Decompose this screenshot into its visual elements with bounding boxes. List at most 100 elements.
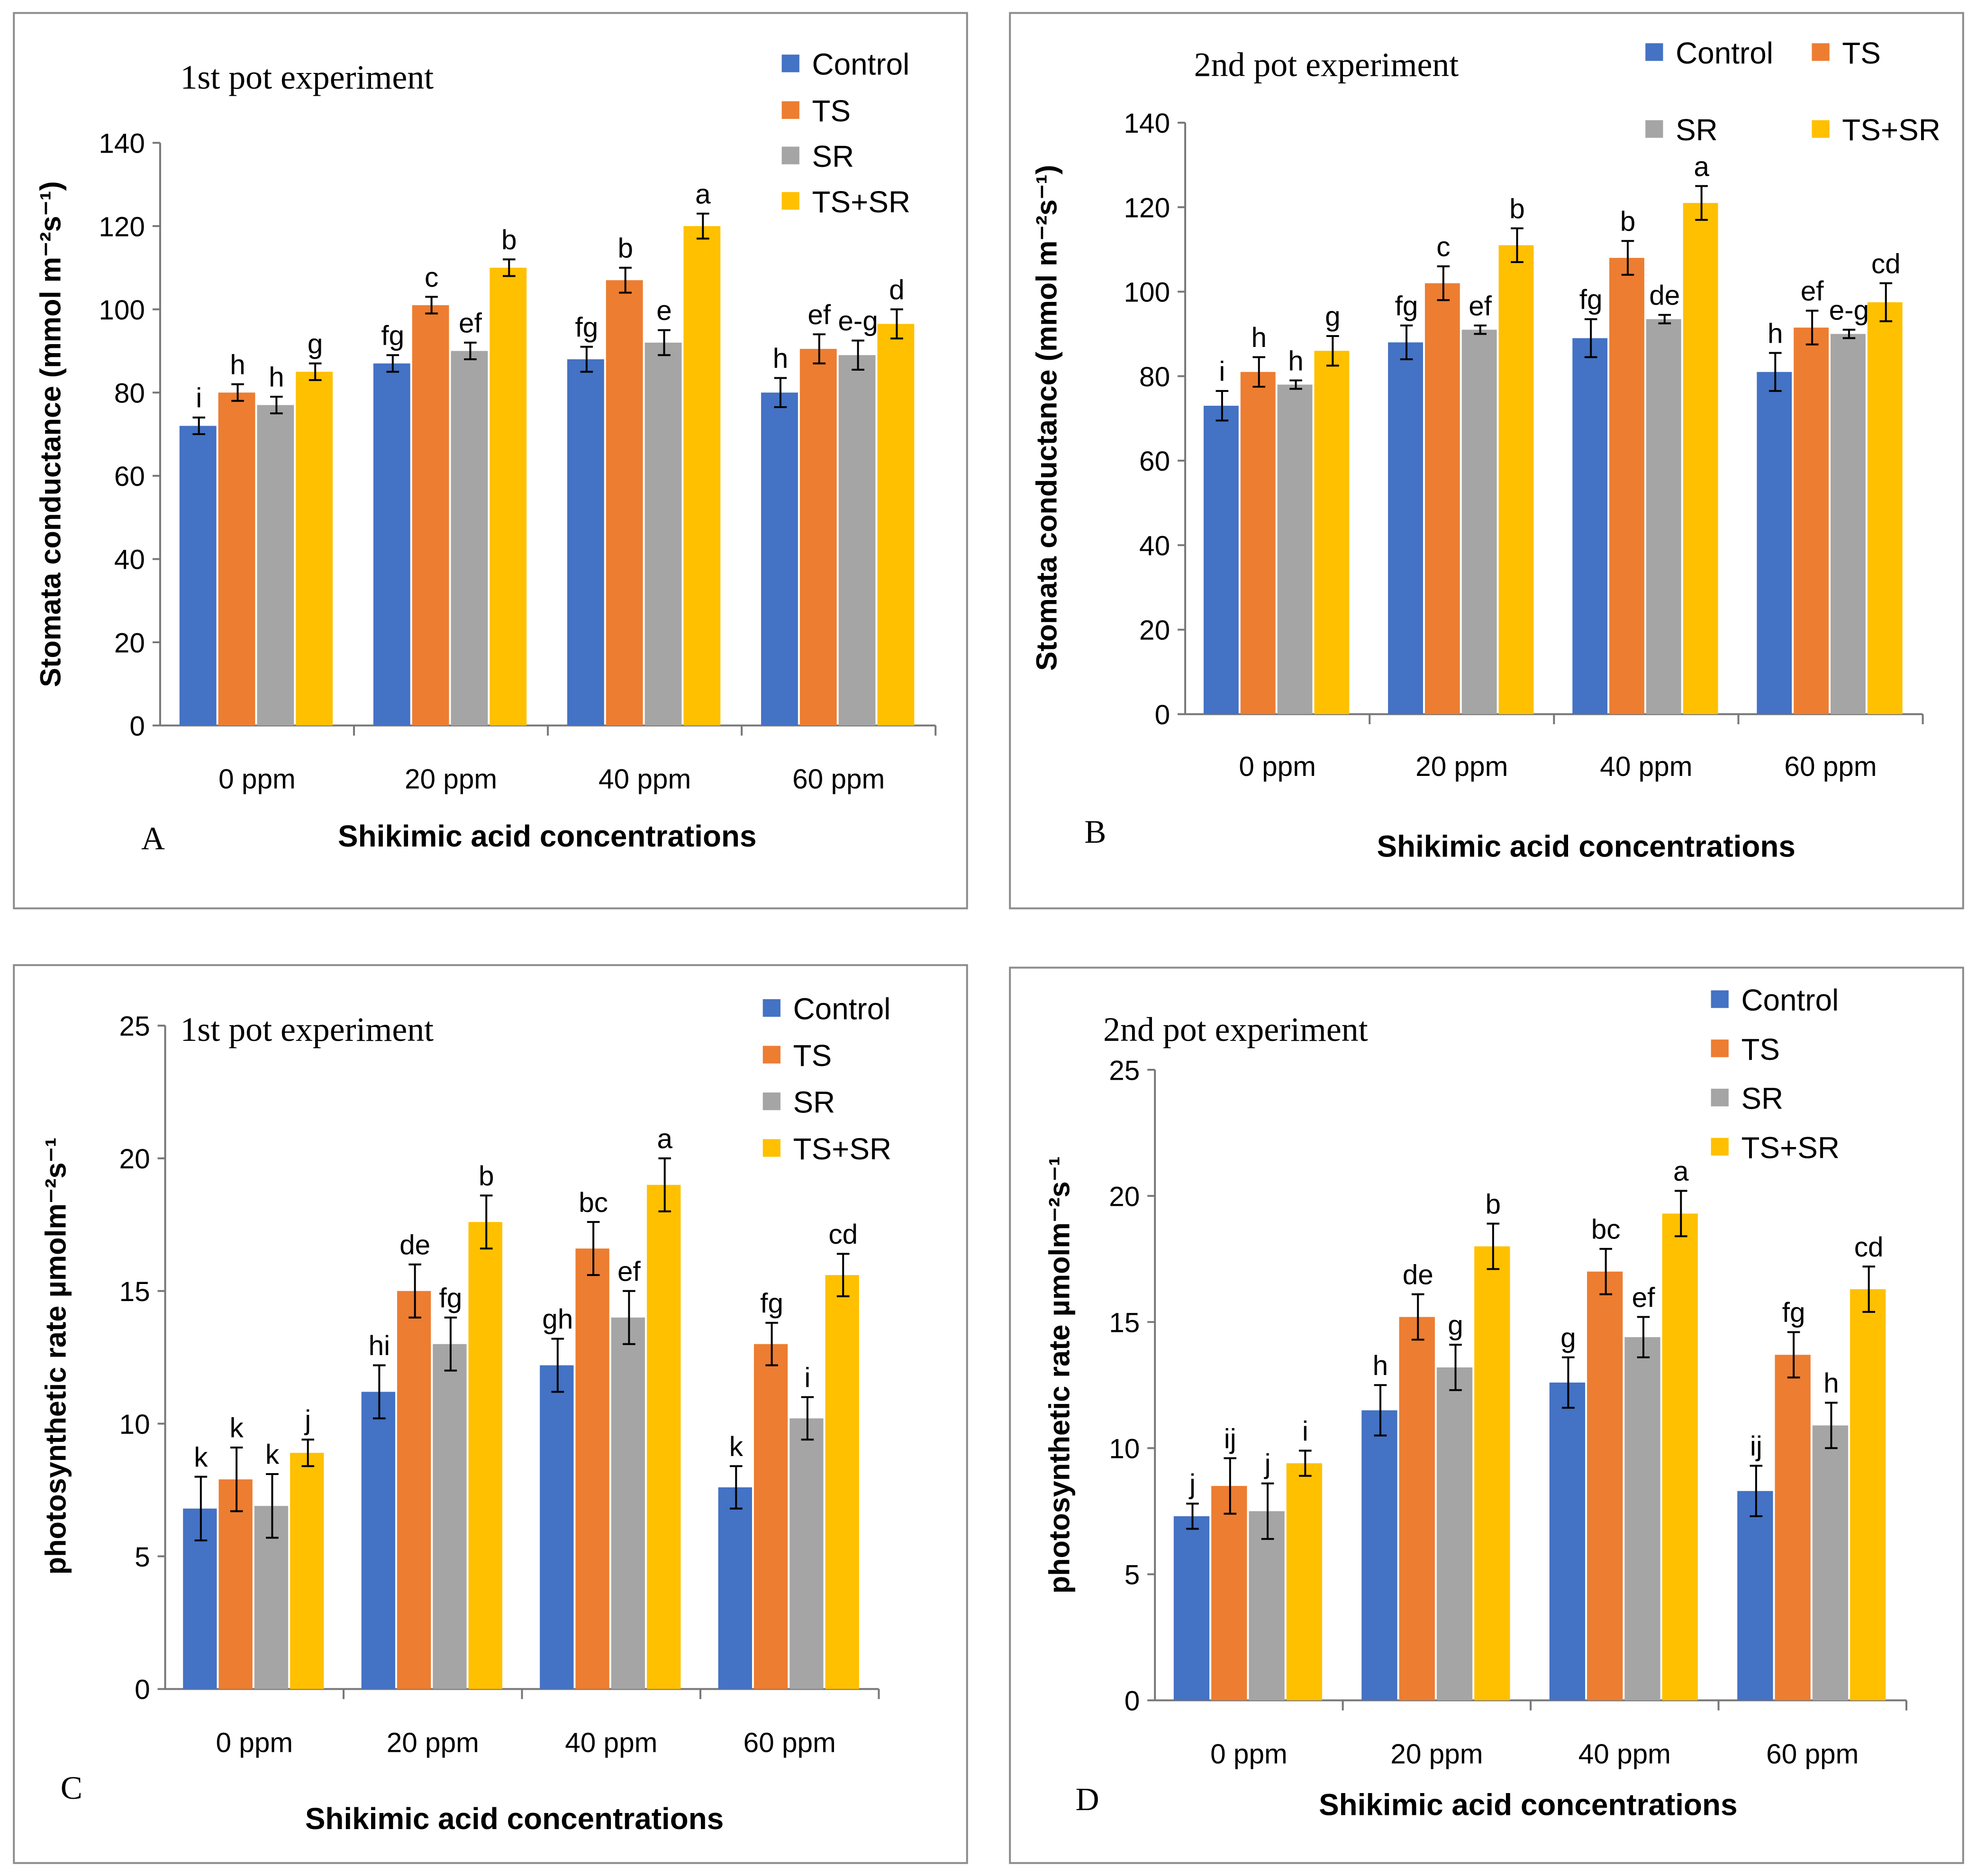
chart-title: 1st pot experiment xyxy=(180,58,434,96)
legend-swatch-control xyxy=(781,55,799,73)
y-axis-title: photosynthetic rate µmolm⁻²s⁻¹ xyxy=(39,1138,72,1575)
significance-letter: fg xyxy=(1782,1297,1805,1328)
x-tick-label: 20 ppm xyxy=(1415,751,1508,782)
significance-letter: d xyxy=(889,274,905,305)
legend-swatch-control xyxy=(762,999,780,1017)
legend-swatch-sr xyxy=(781,146,799,164)
legend-swatch-control xyxy=(1711,990,1729,1008)
legend-label: Control xyxy=(1741,983,1839,1017)
y-tick-label: 120 xyxy=(99,211,145,242)
bar-control-40-ppm xyxy=(567,359,604,726)
significance-letter: b xyxy=(1486,1189,1501,1220)
bar-ts-sr-60-ppm xyxy=(877,324,915,726)
legend-swatch-ts xyxy=(1711,1039,1729,1057)
significance-letter: gh xyxy=(542,1304,573,1335)
significance-letter: b xyxy=(501,225,517,255)
y-tick-label: 15 xyxy=(1109,1307,1140,1338)
bar-sr-20-ppm xyxy=(451,351,488,726)
bar-ts-sr-20-ppm xyxy=(490,267,527,726)
bar-ts-sr-60-ppm xyxy=(825,1275,859,1689)
y-axis-title: Stomata conductance (mmol m⁻²s⁻¹) xyxy=(1031,165,1063,671)
y-tick-label: 15 xyxy=(119,1276,150,1307)
significance-letter: b xyxy=(617,233,633,264)
legend-swatch-ts xyxy=(762,1046,780,1064)
significance-letter: a xyxy=(695,179,711,209)
legend-swatch-ts xyxy=(781,101,799,119)
significance-letter: i xyxy=(1219,356,1225,387)
panel-label: A xyxy=(141,820,165,856)
y-tick-label: 0 xyxy=(129,711,145,742)
y-tick-label: 25 xyxy=(1109,1055,1140,1086)
bar-ts-sr-60-ppm xyxy=(1850,1289,1886,1701)
significance-letter: j xyxy=(1264,1448,1271,1479)
panel-label: C xyxy=(61,1769,82,1806)
significance-letter: k xyxy=(194,1442,208,1473)
legend-swatch-control xyxy=(1645,43,1663,61)
panel-label: D xyxy=(1076,1781,1099,1817)
legend-swatch-sr xyxy=(1645,120,1663,138)
bar-sr-40-ppm xyxy=(644,342,682,726)
bar-control-40-ppm xyxy=(1549,1382,1586,1701)
bar-ts-sr-60-ppm xyxy=(1867,302,1903,714)
y-tick-label: 20 xyxy=(1109,1181,1140,1212)
legend-label: TS xyxy=(812,94,851,128)
significance-letter: k xyxy=(265,1439,280,1470)
significance-letter: k xyxy=(729,1431,744,1462)
bar-control-0-ppm xyxy=(179,426,217,726)
y-tick-label: 10 xyxy=(1109,1434,1140,1465)
significance-letter: bc xyxy=(579,1187,608,1218)
bar-ts-40-ppm xyxy=(1587,1271,1623,1701)
x-tick-label: 20 ppm xyxy=(1390,1739,1483,1769)
significance-letter: fg xyxy=(1395,291,1418,321)
x-tick-label: 0 ppm xyxy=(216,1727,293,1758)
significance-letter: a xyxy=(657,1124,672,1155)
bar-control-0-ppm xyxy=(1203,406,1239,714)
y-tick-label: 80 xyxy=(114,378,145,409)
bar-control-20-ppm xyxy=(1388,342,1423,714)
significance-letter: fg xyxy=(575,312,598,343)
bar-ts-60-ppm xyxy=(1775,1355,1811,1701)
x-tick-label: 20 ppm xyxy=(405,764,497,795)
significance-letter: c xyxy=(425,262,438,293)
x-tick-label: 60 ppm xyxy=(744,1727,836,1758)
y-tick-label: 0 xyxy=(135,1675,150,1705)
legend-label: SR xyxy=(793,1085,835,1120)
significance-letter: h xyxy=(269,362,284,393)
legend-label: TS+SR xyxy=(1741,1130,1840,1165)
bar-ts-0-ppm xyxy=(1211,1486,1247,1701)
significance-letter: de xyxy=(399,1229,430,1260)
x-tick-label: 60 ppm xyxy=(1784,751,1877,782)
bar-ts-sr-0-ppm xyxy=(1286,1463,1323,1701)
y-tick-label: 5 xyxy=(1125,1560,1140,1591)
bar-ts-sr-20-ppm xyxy=(468,1222,502,1689)
significance-letter: fg xyxy=(439,1283,463,1313)
bar-control-0-ppm xyxy=(1173,1516,1210,1701)
bar-ts-sr-40-ppm xyxy=(1683,203,1718,714)
x-axis-title: Shikimic acid concentrations xyxy=(1377,829,1795,863)
bar-sr-20-ppm xyxy=(433,1344,467,1689)
y-tick-label: 140 xyxy=(99,128,145,159)
x-tick-label: 40 ppm xyxy=(1578,1739,1671,1769)
significance-letter: ef xyxy=(1632,1282,1656,1313)
y-tick-label: 20 xyxy=(1139,615,1170,646)
y-tick-label: 25 xyxy=(119,1011,150,1042)
bar-control-60-ppm xyxy=(718,1487,752,1689)
legend-swatch-ts-sr xyxy=(1812,120,1830,138)
significance-letter: ef xyxy=(459,308,482,339)
bar-sr-60-ppm xyxy=(1831,334,1866,714)
x-axis-title: Shikimic acid concentrations xyxy=(305,1802,724,1836)
x-axis-title: Shikimic acid concentrations xyxy=(1319,1788,1737,1822)
significance-letter: ef xyxy=(617,1256,641,1287)
x-tick-label: 0 ppm xyxy=(1239,751,1316,782)
significance-letter: h xyxy=(230,349,245,380)
chart-title: 2nd pot experiment xyxy=(1103,1011,1368,1048)
legend-swatch-ts-sr xyxy=(1711,1138,1729,1156)
significance-letter: h xyxy=(1288,346,1304,376)
significance-letter: h xyxy=(773,343,789,374)
bar-sr-20-ppm xyxy=(1461,329,1497,714)
significance-letter: e-g xyxy=(838,306,878,337)
significance-letter: de xyxy=(1403,1259,1433,1290)
